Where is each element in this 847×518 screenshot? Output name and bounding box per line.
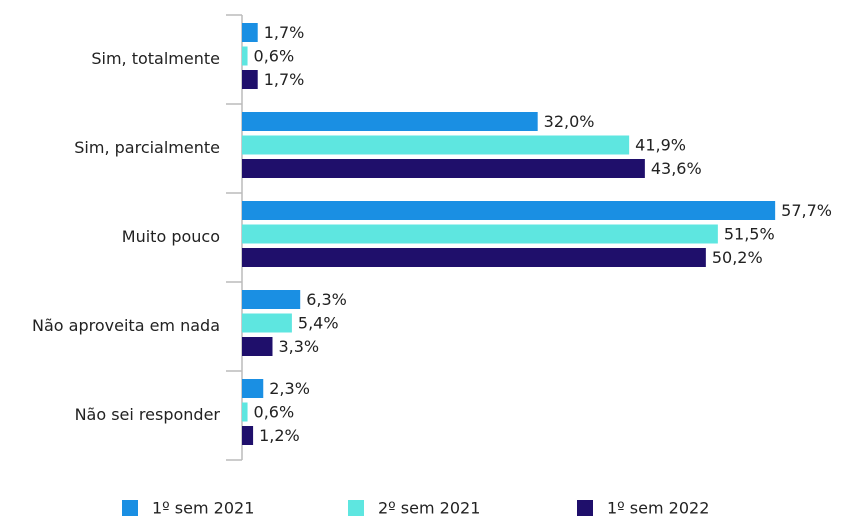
category-label: Não sei responder bbox=[75, 405, 221, 424]
legend-label: 1º sem 2021 bbox=[152, 499, 254, 518]
value-label: 43,6% bbox=[651, 159, 702, 178]
bar bbox=[242, 201, 776, 220]
bar bbox=[242, 379, 264, 398]
value-label: 41,9% bbox=[635, 136, 686, 155]
bar bbox=[242, 70, 258, 89]
bar bbox=[242, 426, 254, 445]
category-label: Muito pouco bbox=[122, 227, 220, 246]
bar bbox=[242, 159, 645, 178]
value-label: 2,3% bbox=[269, 379, 310, 398]
value-label: 32,0% bbox=[544, 112, 595, 131]
category-label: Sim, totalmente bbox=[91, 49, 220, 68]
bar bbox=[242, 224, 718, 244]
value-label: 5,4% bbox=[298, 314, 339, 333]
value-label: 57,7% bbox=[781, 201, 832, 220]
category-label: Não aproveita em nada bbox=[32, 316, 220, 335]
value-label: 50,2% bbox=[712, 248, 763, 267]
value-label: 1,2% bbox=[259, 426, 300, 445]
category-label: Sim, parcialmente bbox=[74, 138, 220, 157]
bar bbox=[242, 402, 248, 422]
bar bbox=[242, 290, 301, 309]
value-label: 51,5% bbox=[724, 225, 775, 244]
bar bbox=[242, 135, 630, 155]
legend-label: 1º sem 2022 bbox=[607, 499, 709, 518]
bar bbox=[242, 313, 292, 333]
value-label: 0,6% bbox=[254, 403, 295, 422]
bar bbox=[242, 337, 273, 356]
bar bbox=[242, 248, 706, 267]
value-label: 1,7% bbox=[264, 70, 305, 89]
bar bbox=[242, 46, 248, 66]
value-label: 0,6% bbox=[254, 47, 295, 66]
legend-swatch bbox=[348, 500, 364, 516]
legend-swatch bbox=[577, 500, 593, 516]
bar bbox=[242, 23, 258, 42]
legend-label: 2º sem 2021 bbox=[378, 499, 480, 518]
bar bbox=[242, 112, 538, 131]
legend-swatch bbox=[122, 500, 138, 516]
value-label: 1,7% bbox=[264, 23, 305, 42]
value-label: 6,3% bbox=[306, 290, 347, 309]
value-label: 3,3% bbox=[278, 337, 319, 356]
